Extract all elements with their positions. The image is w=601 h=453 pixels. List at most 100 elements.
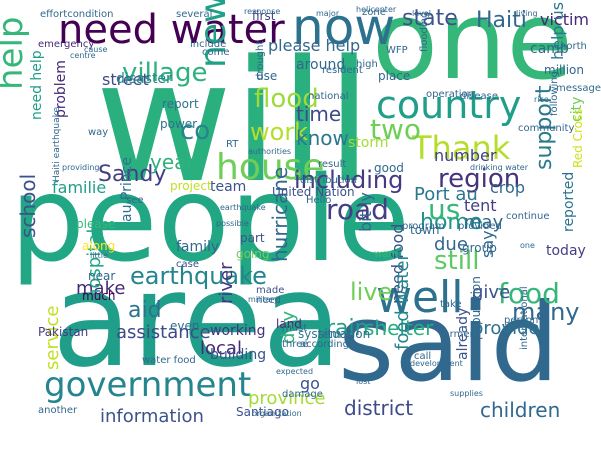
word-near: near <box>88 269 116 283</box>
word-haiti-earthquake: Haiti earthquake <box>52 106 62 182</box>
word-today: today <box>546 243 586 259</box>
word-around: around <box>296 57 346 73</box>
word-take: take <box>440 299 462 310</box>
word-way: way <box>88 127 109 138</box>
word-several: several <box>176 9 213 20</box>
word-going: going <box>236 247 270 261</box>
word-population: population <box>469 276 483 340</box>
word-santiago: Santiago <box>236 405 289 419</box>
word-call: call <box>414 351 432 362</box>
word-place: place <box>378 69 411 83</box>
word-even: even <box>170 319 200 333</box>
word-red-cross: Red Cross <box>571 108 585 168</box>
word-earthquake: earthquake <box>130 262 267 290</box>
word-provide: provide <box>472 318 540 339</box>
word-local: local <box>200 338 242 359</box>
word-emergency: emergency <box>38 39 95 50</box>
word-million: million <box>544 63 584 77</box>
word-know: know <box>296 126 349 150</box>
word-development: development <box>410 359 463 368</box>
word-year: year <box>150 150 195 174</box>
word-district: district <box>344 396 414 420</box>
word-drought: drought <box>255 40 266 80</box>
word-include: include <box>190 39 227 50</box>
word-food-water: food water <box>392 253 413 350</box>
word-high: high <box>356 59 378 70</box>
word-many: many <box>512 298 580 326</box>
word-people: people <box>10 150 410 288</box>
word-due: due <box>434 234 468 255</box>
word-government: government <box>44 365 252 405</box>
word-rice: rice <box>534 95 549 104</box>
word-live: live <box>350 278 393 306</box>
word-need: need <box>256 295 281 306</box>
word-port-au: Port au <box>414 184 478 205</box>
word-bit-ly: bit ly <box>356 192 375 232</box>
word-resident: resident <box>322 65 363 76</box>
word-one: one <box>372 0 573 104</box>
word-organization: organization <box>252 409 302 418</box>
word-rt: RT <box>226 139 239 150</box>
word-including: including <box>294 166 404 194</box>
word-report: report <box>162 97 199 111</box>
word-farmer: farmer <box>440 329 474 340</box>
word-lost: lost <box>356 377 371 386</box>
word-two: two <box>370 113 422 146</box>
word-family: family <box>176 239 220 255</box>
word-disease: disease <box>460 91 498 102</box>
word-well: well <box>376 272 464 323</box>
word-pakistan: Pakistan <box>38 325 89 339</box>
word-three: three <box>282 339 309 350</box>
word-project: project <box>170 179 212 193</box>
word-province: province <box>248 388 326 409</box>
word-one-small: one <box>520 241 535 250</box>
word-children: children <box>480 398 561 422</box>
word-another: another <box>38 405 78 416</box>
word-familie: familie <box>52 178 107 197</box>
word-storm: storm <box>348 135 389 151</box>
word-centre: centre <box>70 51 96 60</box>
word-system: system <box>298 327 342 341</box>
word-see: see <box>126 195 144 206</box>
word-possible: possible <box>216 219 249 228</box>
word-village: village <box>122 58 208 88</box>
word-wfp: WFP <box>386 45 408 56</box>
word-authorities: authorities <box>248 147 292 156</box>
word-must: must <box>282 323 308 334</box>
word-power: power <box>160 117 198 131</box>
word-come: come <box>202 47 230 58</box>
word-united-nation: United Nation <box>272 185 355 199</box>
word-school: school <box>16 173 40 238</box>
word-military: military <box>248 295 279 304</box>
word-along: along <box>82 239 116 253</box>
word-haiti: Haiti <box>476 8 527 33</box>
word-help-v: help <box>0 16 31 91</box>
word-us: us <box>428 193 461 226</box>
word-country: country <box>376 83 522 127</box>
word-au-prince: au Prince <box>119 157 135 222</box>
word-supplies: supplies <box>450 389 483 398</box>
word-continue: continue <box>506 211 550 222</box>
word-road: road <box>326 193 389 226</box>
word-water-food: water food <box>142 355 196 366</box>
word-program: program <box>402 221 445 232</box>
word-victim: victim <box>540 10 590 29</box>
word-shelter: shelter <box>364 316 434 340</box>
word-effortcondition: effortcondition <box>40 9 114 20</box>
word-part: part <box>240 231 265 245</box>
word-flood: flood <box>254 84 319 114</box>
word-make: make <box>76 278 126 299</box>
word-crop: crop <box>490 178 525 197</box>
word-damage: damage <box>282 389 323 400</box>
word-use: use <box>256 69 278 83</box>
word-street: street <box>102 70 149 89</box>
word-person: person <box>504 315 539 326</box>
word-town: town <box>410 223 440 237</box>
word-now: now <box>292 0 396 56</box>
word-operation: operation <box>426 89 475 100</box>
word-work: work <box>250 118 309 146</box>
word-said: said <box>338 281 560 406</box>
word-situation: situation <box>318 327 371 341</box>
word-state: state <box>402 6 458 31</box>
word-working: working <box>210 323 266 339</box>
